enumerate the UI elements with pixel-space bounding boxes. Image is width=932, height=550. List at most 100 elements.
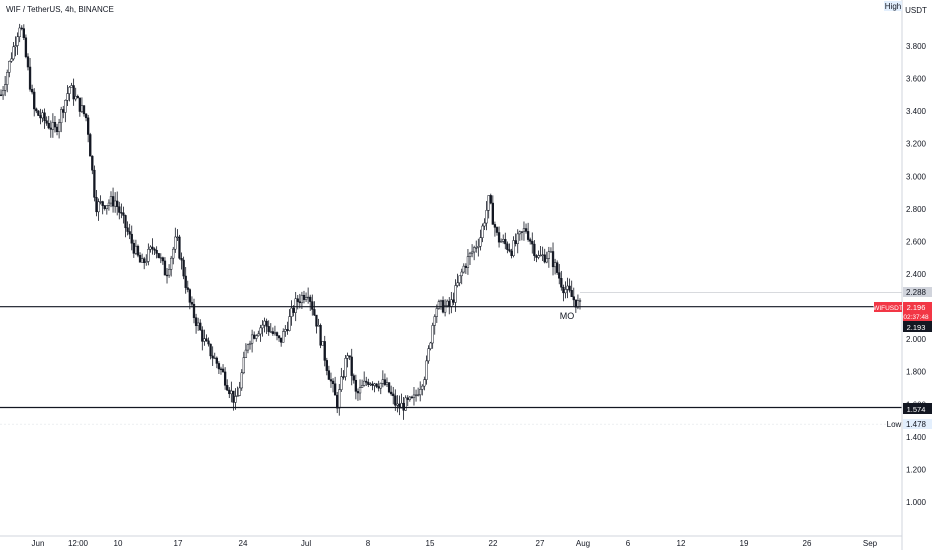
candle-body (468, 252, 472, 257)
candle-body (60, 109, 63, 124)
candle-body (487, 195, 490, 211)
candle-body (377, 386, 380, 389)
candle-body (439, 300, 443, 302)
candle-body (497, 232, 501, 243)
y-ticks-layer: 3.800 3.600 3.400 3.200 3.000 2.800 2.600 2.400… (906, 42, 927, 507)
candle-body (325, 360, 328, 371)
candle-body (84, 113, 88, 119)
candle-body (255, 335, 258, 339)
candle-body (315, 314, 318, 327)
candle-body (352, 375, 355, 381)
candle-body (35, 108, 38, 112)
x-tick-label: 22 (489, 539, 498, 548)
candle-body (412, 394, 416, 398)
candle-body (313, 309, 316, 316)
candle-body (68, 86, 71, 94)
candle-body (373, 383, 376, 386)
high-value-marker-bg (903, 287, 932, 297)
candle-body (30, 89, 34, 93)
candle-body (456, 282, 459, 286)
candle-body (504, 239, 507, 245)
candle-body (271, 331, 275, 334)
high-value-marker: 2.288 (906, 288, 927, 297)
candle-body (354, 379, 358, 392)
candle-body (578, 300, 582, 302)
candle-body (238, 387, 241, 396)
candle-body (387, 382, 391, 393)
candle-body (421, 385, 424, 390)
candle-body (470, 251, 474, 254)
candle-body (462, 265, 465, 273)
high-tag: High (885, 2, 901, 11)
candle-body (562, 286, 565, 294)
mo-annotation: MO (560, 311, 575, 321)
candle-body (327, 370, 331, 380)
candle-body (138, 255, 142, 263)
x-tick-label: 12 (677, 539, 686, 548)
candle-body (28, 66, 32, 90)
candle-body (425, 360, 428, 380)
candle-body (188, 289, 191, 303)
candle-body (363, 380, 366, 386)
candle-body (522, 228, 526, 232)
candle-body (170, 257, 173, 270)
level-lower-marker: 1.574 (907, 405, 926, 414)
x-tick-label: 17 (174, 539, 183, 548)
candle-body (194, 317, 198, 326)
candle-body (336, 394, 339, 409)
candle-body (223, 371, 227, 386)
price-axis-unit: USDT (905, 6, 927, 15)
candle-body (375, 383, 378, 387)
candle-body (253, 334, 256, 339)
candle-body (402, 402, 405, 411)
candle-body (116, 200, 119, 207)
candle-body (232, 390, 235, 403)
x-tick-label: 8 (366, 539, 371, 548)
candle-body (259, 327, 262, 335)
candle-body (541, 254, 544, 256)
candle-body (383, 379, 387, 385)
candle-body (379, 383, 382, 389)
candle-body (446, 300, 449, 306)
candle-body (26, 56, 30, 68)
candle-body (338, 389, 341, 409)
candle-body (226, 385, 229, 391)
candle-body (506, 243, 509, 250)
candle-body (205, 338, 208, 342)
candle-body (510, 250, 513, 256)
candle-body (547, 251, 551, 259)
candle-body (80, 105, 84, 112)
candle-body (62, 109, 65, 113)
x-tick-label: Sep (863, 539, 878, 548)
candle-body (348, 355, 351, 358)
plot-area[interactable] (0, 0, 902, 536)
candle-body (392, 393, 395, 397)
candle-body (78, 97, 82, 112)
candle-body (526, 231, 530, 240)
candle-body (292, 307, 295, 313)
candle-body (390, 391, 393, 395)
candle-body (10, 58, 13, 62)
x-tick-label: 6 (626, 539, 631, 548)
y-tick-label: 1.000 (906, 498, 927, 507)
candle-body (556, 262, 559, 273)
candle-body (485, 210, 488, 224)
candle-body (454, 285, 457, 303)
candle-body (508, 249, 511, 252)
time-axis[interactable]: Jun 12:00 10 17 24 Jul 8 15 22 27 Aug 6 12 19 26 Sep (32, 539, 878, 548)
y-tick-label: 2.800 (906, 205, 927, 214)
candle-body (82, 105, 86, 115)
y-tick-label: 2.400 (906, 270, 927, 279)
candle-body (367, 382, 370, 385)
candle-body (89, 134, 92, 157)
candle-body (396, 403, 399, 406)
symbol-label-bg (874, 302, 902, 312)
candle-body (109, 196, 113, 204)
candle-body (0, 94, 3, 96)
candle-body (93, 169, 96, 198)
candle-body (560, 278, 563, 288)
candle-body (570, 290, 573, 297)
price-axis[interactable] (902, 0, 932, 536)
candle-body (479, 237, 482, 247)
